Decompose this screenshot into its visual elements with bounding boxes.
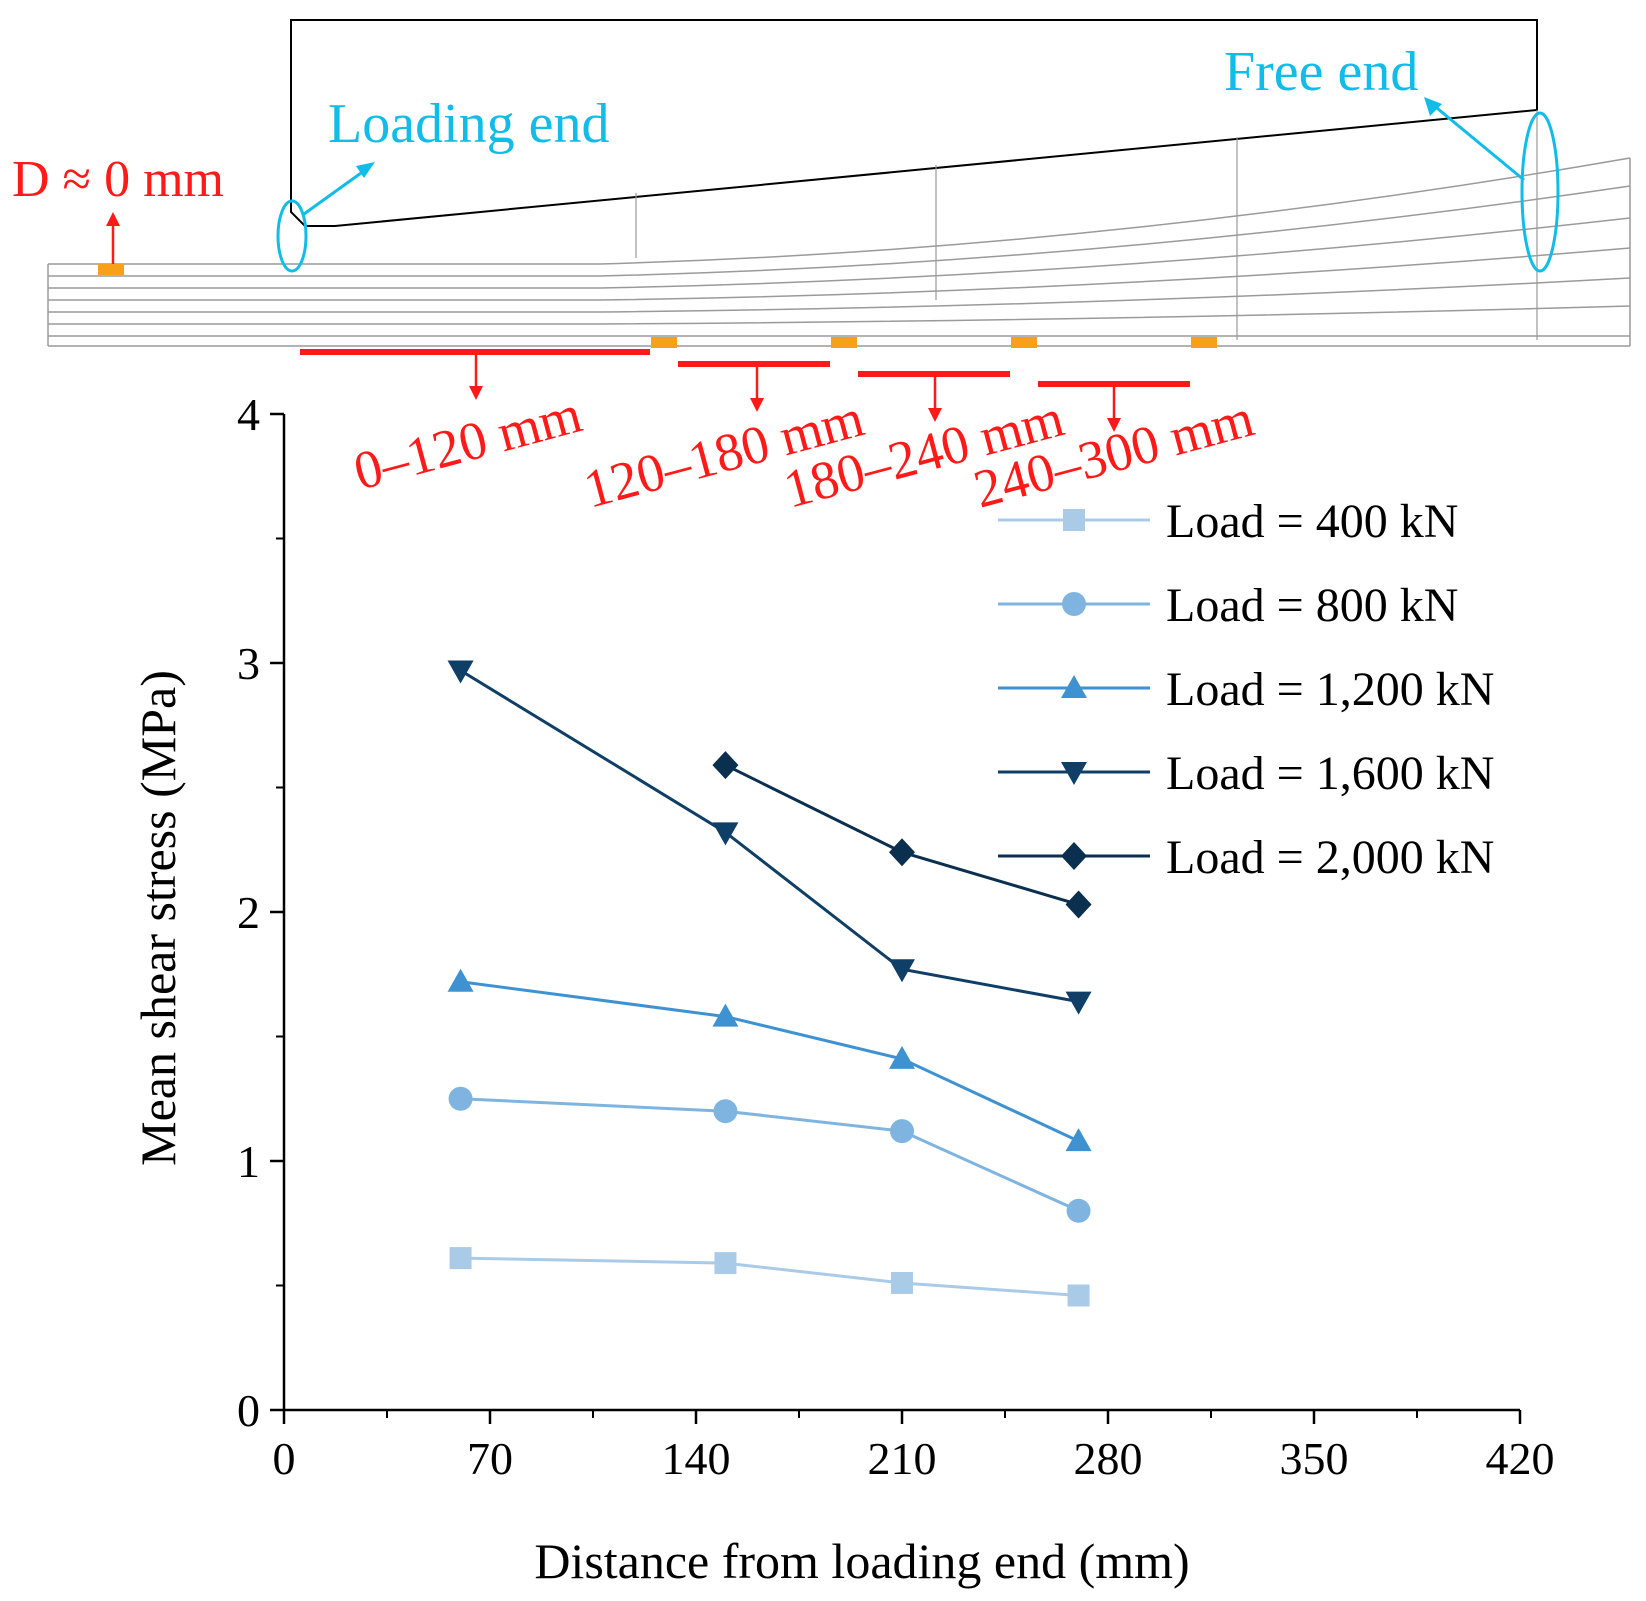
displacement-arrowhead [106,212,120,226]
lamina-line [48,305,1631,325]
x-tick-label-0: 0 [273,1433,296,1484]
x-tick-label-5: 350 [1280,1433,1349,1484]
legend-label-4: Load = 2,000 kN [1166,831,1494,884]
series-0 [449,1247,1090,1307]
segment-label-0: 0–120 mm [348,383,588,501]
lamina-line [48,217,1631,289]
legend-label-2: Load = 1,200 kN [1166,663,1494,716]
series-1 [448,1086,1091,1223]
data-point-3-1 [712,822,739,846]
loading-end-arrow [303,166,369,216]
y-tick-label-0: 0 [237,1385,260,1436]
y-tick-label-3: 3 [237,638,260,689]
series-3 [447,660,1092,1015]
series-2 [447,968,1092,1152]
data-point-3-3 [1065,991,1092,1015]
legend-label-1: Load = 800 kN [1166,579,1458,632]
data-point-4-2 [1065,890,1092,919]
strain-gauges [98,264,1217,348]
strain-gauge-1 [651,337,677,348]
strain-gauge-4 [1191,337,1217,348]
legend-label-3: Load = 1,600 kN [1166,747,1494,800]
data-point-0-3 [1067,1284,1090,1307]
segment-arrowhead-1 [750,398,764,412]
data-point-2-0 [447,968,474,992]
displacement-label: D ≈ 0 mm [12,151,224,208]
loading-end-label: Loading end [328,93,609,155]
strain-gauge-2 [831,337,857,348]
loading-end-annotation: Loading end [276,93,609,273]
data-point-2-1 [712,1003,739,1027]
specimen-diagram: D ≈ 0 mm Loading end Free end 0–120 mm 1… [12,19,1631,520]
data-point-2-3 [1065,1128,1092,1152]
x-tick-label-4: 280 [1074,1433,1143,1484]
series-line-2 [460,980,1080,1143]
x-tick-label-6: 420 [1486,1433,1555,1484]
x-tick-label-2: 140 [662,1433,731,1484]
y-axis-title: Mean shear stress (MPa) [130,670,186,1166]
free-end-label: Free end [1224,41,1418,103]
legend-label-0: Load = 400 kN [1166,495,1458,548]
legend-marker-2 [1061,675,1087,698]
free-end-ellipse [1520,111,1560,273]
strain-gauge-0 [98,264,124,275]
legend-marker-0 [1063,509,1085,531]
legend-marker-4 [1061,842,1087,870]
loading-end-arrowhead [356,162,375,178]
strain-gauge-3 [1011,337,1037,348]
data-point-1-3 [1066,1198,1091,1223]
data-point-3-0 [447,660,474,684]
data-point-4-1 [889,838,915,867]
x-axis-title: Distance from loading end (mm) [534,1533,1189,1589]
data-point-2-2 [889,1045,915,1069]
slab-divisions [635,110,1538,340]
free-end-annotation: Free end [1224,41,1560,273]
segment-arrowhead-3 [1107,418,1121,432]
data-point-0-0 [449,1247,472,1270]
x-tick-label-3: 210 [868,1433,937,1484]
displacement-marker: D ≈ 0 mm [12,151,224,264]
data-point-0-2 [891,1272,913,1295]
segment-arrowhead-0 [469,386,483,400]
x-tick-label-1: 70 [467,1433,513,1484]
lamina-line [48,157,1631,265]
data-point-1-2 [890,1119,914,1144]
laminae [47,157,1631,347]
lamina-line [48,277,1631,313]
free-end-arrow [1431,102,1525,182]
data-point-0-1 [714,1252,737,1275]
data-point-1-1 [713,1099,738,1124]
series-line-4 [724,763,1079,906]
series-line-3 [459,669,1079,1004]
data-point-3-2 [889,959,915,983]
free-end-arrowhead [1424,97,1442,116]
series-4 [712,751,1092,919]
lamina-line [48,247,1631,301]
data-point-4-0 [712,751,739,780]
y-tick-label-2: 2 [237,887,260,938]
series-line-1 [460,1097,1080,1213]
y-tick-label-1: 1 [237,1136,260,1187]
loading-end-ellipse [276,199,308,273]
segment-markers [300,349,1190,432]
legend-marker-1 [1062,592,1086,616]
legend: Load = 400 kN Load = 800 kN Load = 1,200 k… [998,495,1494,884]
axes: 0 70 140 210 280 350 420 0 1 2 3 4 [237,389,1555,1484]
data-point-1-0 [448,1086,473,1111]
slab-outline [290,19,1538,227]
series-line-0 [460,1256,1079,1297]
segment-arrowhead-2 [928,408,942,422]
legend-marker-3 [1061,762,1087,785]
y-tick-label-4: 4 [237,389,260,440]
lamina-line [48,185,1631,277]
series-layer [447,660,1092,1307]
